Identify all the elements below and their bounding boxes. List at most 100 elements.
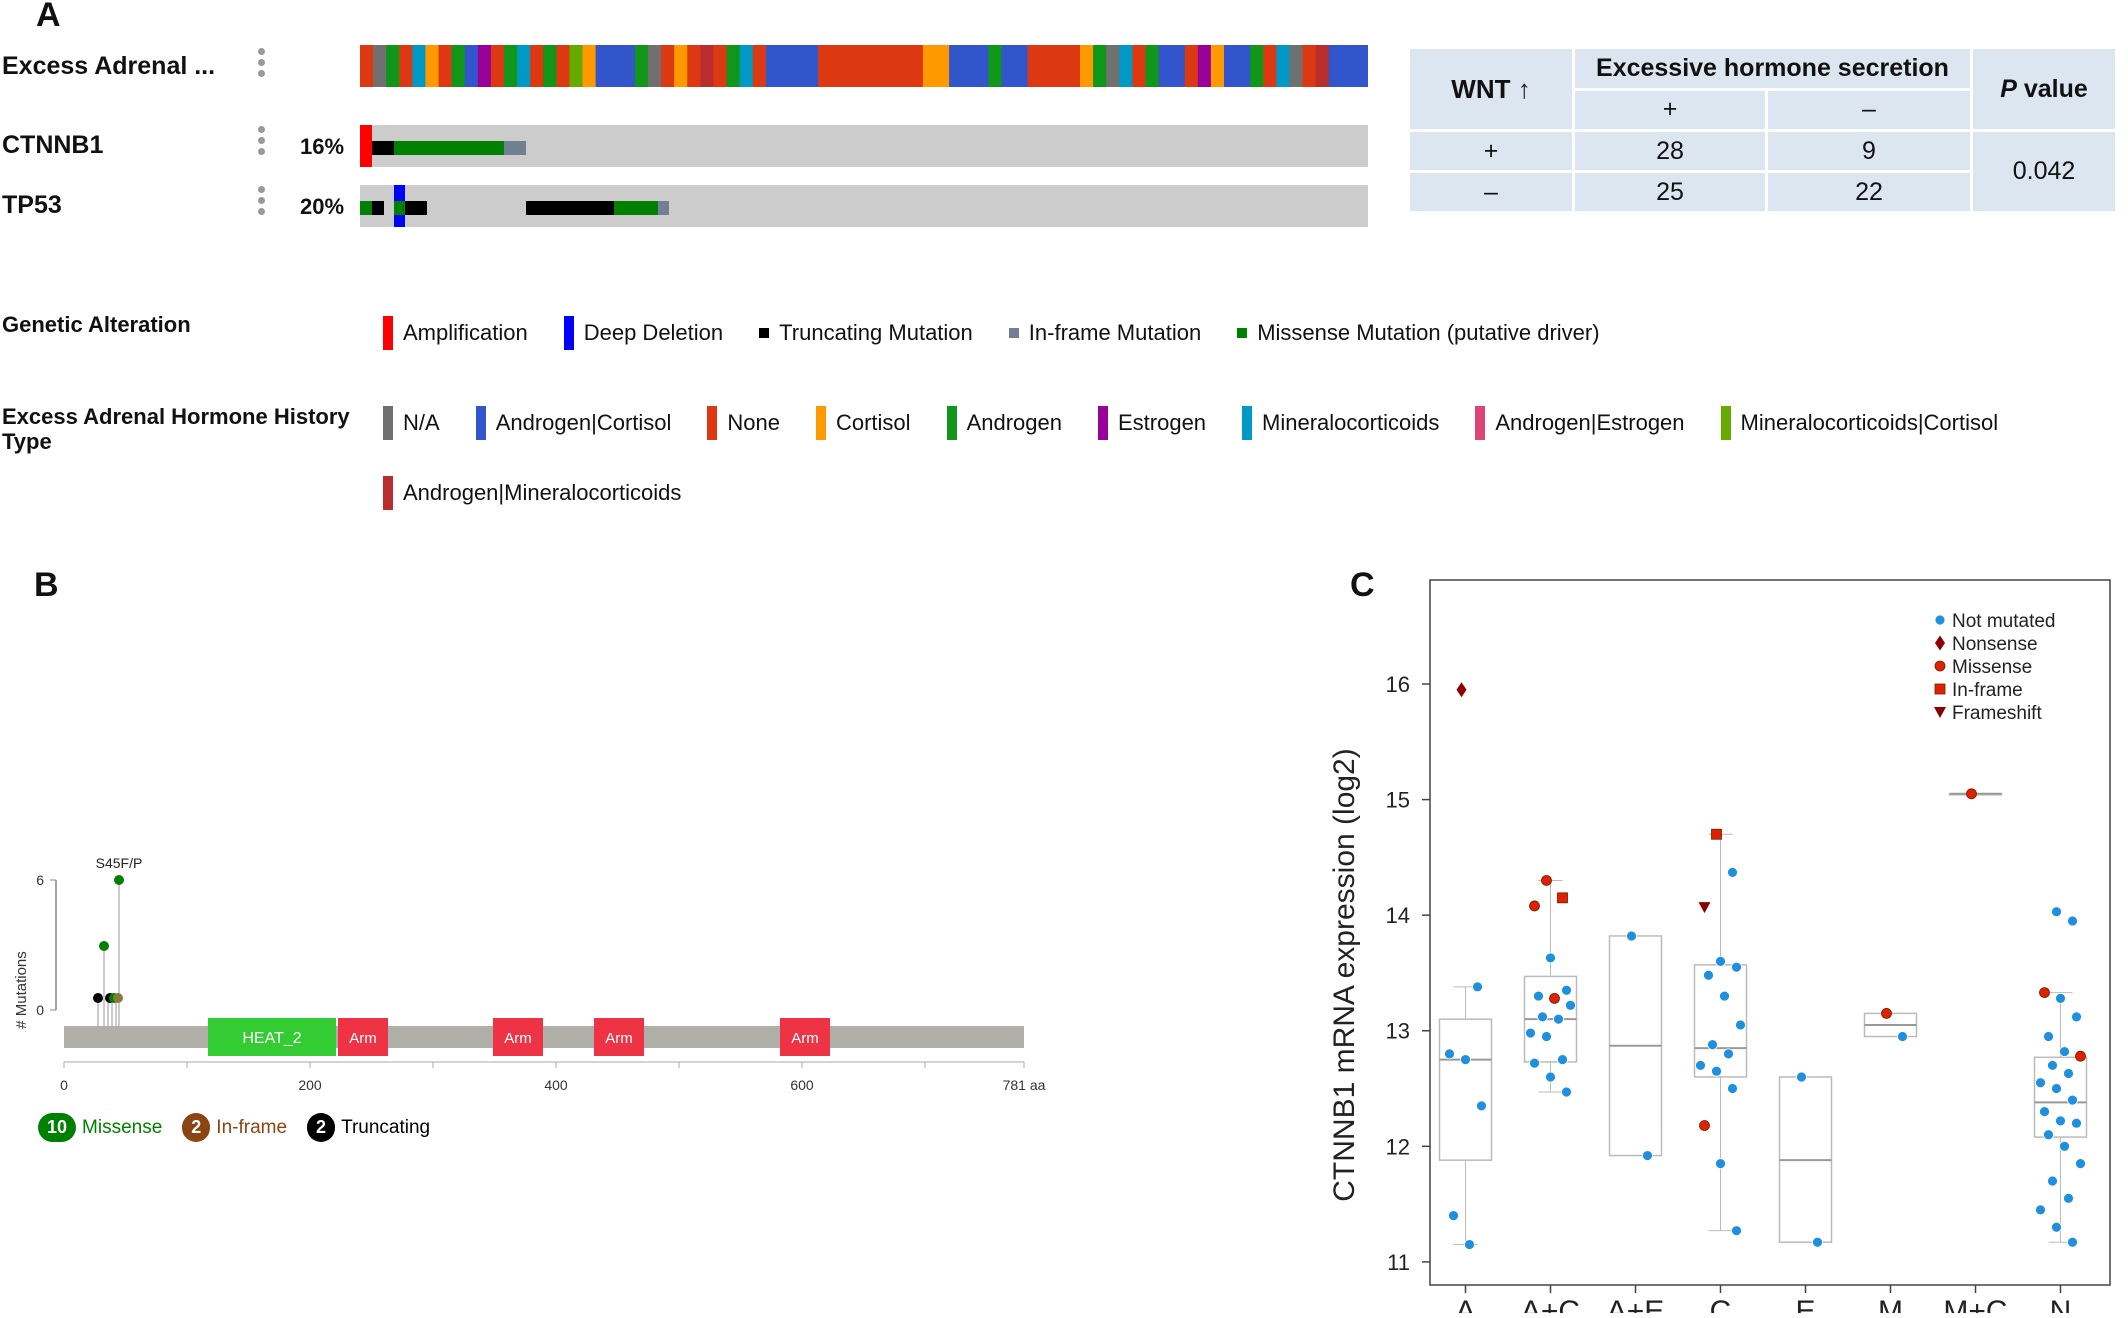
legend-item: Mineralocorticoids	[1242, 406, 1439, 440]
data-point	[2071, 1011, 2082, 1023]
sample-cell	[634, 45, 649, 87]
sample-cell	[896, 45, 911, 87]
hormone-type-title: Excess Adrenal Hormone History Type	[2, 404, 350, 454]
sample-cell	[909, 45, 924, 87]
data-point	[1735, 1019, 1746, 1031]
sample-cell	[844, 45, 859, 87]
sample-cell	[1302, 45, 1317, 87]
ctnnb1-percent: 16%	[300, 134, 345, 159]
legend-label: None	[727, 410, 780, 435]
legend-swatch	[707, 406, 718, 440]
domain-arm	[493, 1018, 543, 1056]
truncating-label: Truncating	[341, 1116, 431, 1138]
legend-swatch	[946, 406, 957, 440]
oncoprint	[360, 45, 1369, 230]
data-point	[1711, 828, 1722, 840]
data-point	[1561, 1086, 1572, 1098]
sample-cell	[648, 45, 662, 87]
domain-arm	[594, 1018, 644, 1056]
table-cell: 25	[1575, 173, 1765, 211]
truncating-count-badge: 2	[307, 1113, 336, 1142]
data-point	[1934, 660, 1946, 672]
data-point	[1557, 892, 1568, 904]
hormone-header: Excessive hormone secretion	[1575, 49, 1970, 88]
data-point	[1642, 1150, 1653, 1161]
legend-label: Androgen|Cortisol	[495, 410, 672, 435]
x-tick: 781 aa	[1003, 1077, 1046, 1093]
sample-cell	[490, 45, 505, 87]
legend-label: Missense	[1952, 657, 2032, 678]
domain-label: Arm	[349, 1030, 377, 1047]
legend-label: Androgen	[966, 410, 1062, 435]
data-point	[2043, 1031, 2054, 1042]
x-tick-label: A	[1455, 1295, 1475, 1313]
missense-count-badge: 10	[38, 1113, 77, 1142]
table-cell: 22	[1768, 173, 1970, 211]
data-point	[1934, 683, 1946, 695]
sample-cell	[399, 45, 413, 87]
legend-item: Cortisol	[815, 406, 911, 440]
legend-swatch	[1242, 406, 1253, 440]
tp53-track-bg	[360, 185, 1368, 227]
data-point	[1723, 1048, 1734, 1060]
legend-swatch	[1475, 406, 1486, 440]
data-point	[1719, 990, 1730, 1002]
domain-label: Arm	[791, 1030, 819, 1047]
x-tick-label: A+E	[1607, 1295, 1665, 1313]
x-tick: 400	[544, 1077, 568, 1093]
data-point	[2047, 1175, 2058, 1187]
legend-label: Amplification	[403, 320, 528, 345]
sample-cell	[936, 45, 950, 87]
sample-cell	[451, 45, 466, 87]
sample-cell	[1027, 45, 1042, 87]
data-point	[2063, 1192, 2074, 1204]
sample-cell	[517, 45, 531, 87]
data-point	[2075, 1050, 2086, 1062]
track-menu-icon[interactable]	[258, 48, 266, 81]
sample-cell	[1276, 45, 1291, 87]
data-point	[1796, 1071, 1807, 1083]
data-point	[2039, 987, 2050, 998]
ctnnb1-alterations	[360, 125, 526, 167]
sample-cell	[857, 45, 872, 87]
data-point	[1472, 981, 1483, 993]
sample-cell	[386, 45, 400, 87]
data-point	[1897, 1031, 1908, 1042]
row-label: +	[1410, 132, 1572, 170]
legend-swatch	[815, 406, 826, 440]
x-tick-label: M	[1878, 1295, 1903, 1313]
legend-label: Missense Mutation (putative driver)	[1257, 320, 1600, 345]
track-menu-icon[interactable]	[258, 186, 266, 219]
sample-cell	[1106, 45, 1120, 87]
lollipop-head	[113, 993, 123, 1003]
data-point	[1464, 1239, 1475, 1250]
track-menu-icon[interactable]	[258, 126, 266, 159]
sample-cell	[530, 45, 544, 87]
legend-swatch	[383, 406, 393, 440]
y-tick-label: 13	[1386, 1019, 1410, 1044]
sample-cell	[1001, 45, 1016, 87]
plot-frame	[1429, 579, 2111, 1286]
data-point	[2051, 906, 2062, 918]
y-tick: 0	[36, 1002, 44, 1018]
box-body	[1438, 1018, 1493, 1161]
tp53-percent: 20%	[300, 194, 345, 219]
data-point	[2047, 1060, 2058, 1071]
sample-cell	[1132, 45, 1147, 87]
data-point	[1460, 1054, 1471, 1066]
sample-cell	[831, 45, 845, 87]
sample-cell	[700, 45, 715, 87]
data-point	[2059, 1140, 2070, 1152]
sample-cell	[425, 45, 440, 87]
x-tick: 0	[60, 1077, 68, 1093]
lollipop-head	[114, 875, 124, 885]
sample-cell	[1093, 45, 1107, 87]
legend-label: Truncating Mutation	[779, 320, 973, 345]
y-tick-label: 11	[1387, 1250, 1410, 1275]
sample-cell	[1237, 45, 1251, 87]
data-point	[1731, 961, 1742, 973]
legend-item: Missense Mutation (putative driver)	[1237, 320, 1600, 346]
legend-item: None	[707, 406, 780, 440]
tp53-alterations	[360, 185, 669, 227]
lollipop-head	[93, 993, 103, 1003]
